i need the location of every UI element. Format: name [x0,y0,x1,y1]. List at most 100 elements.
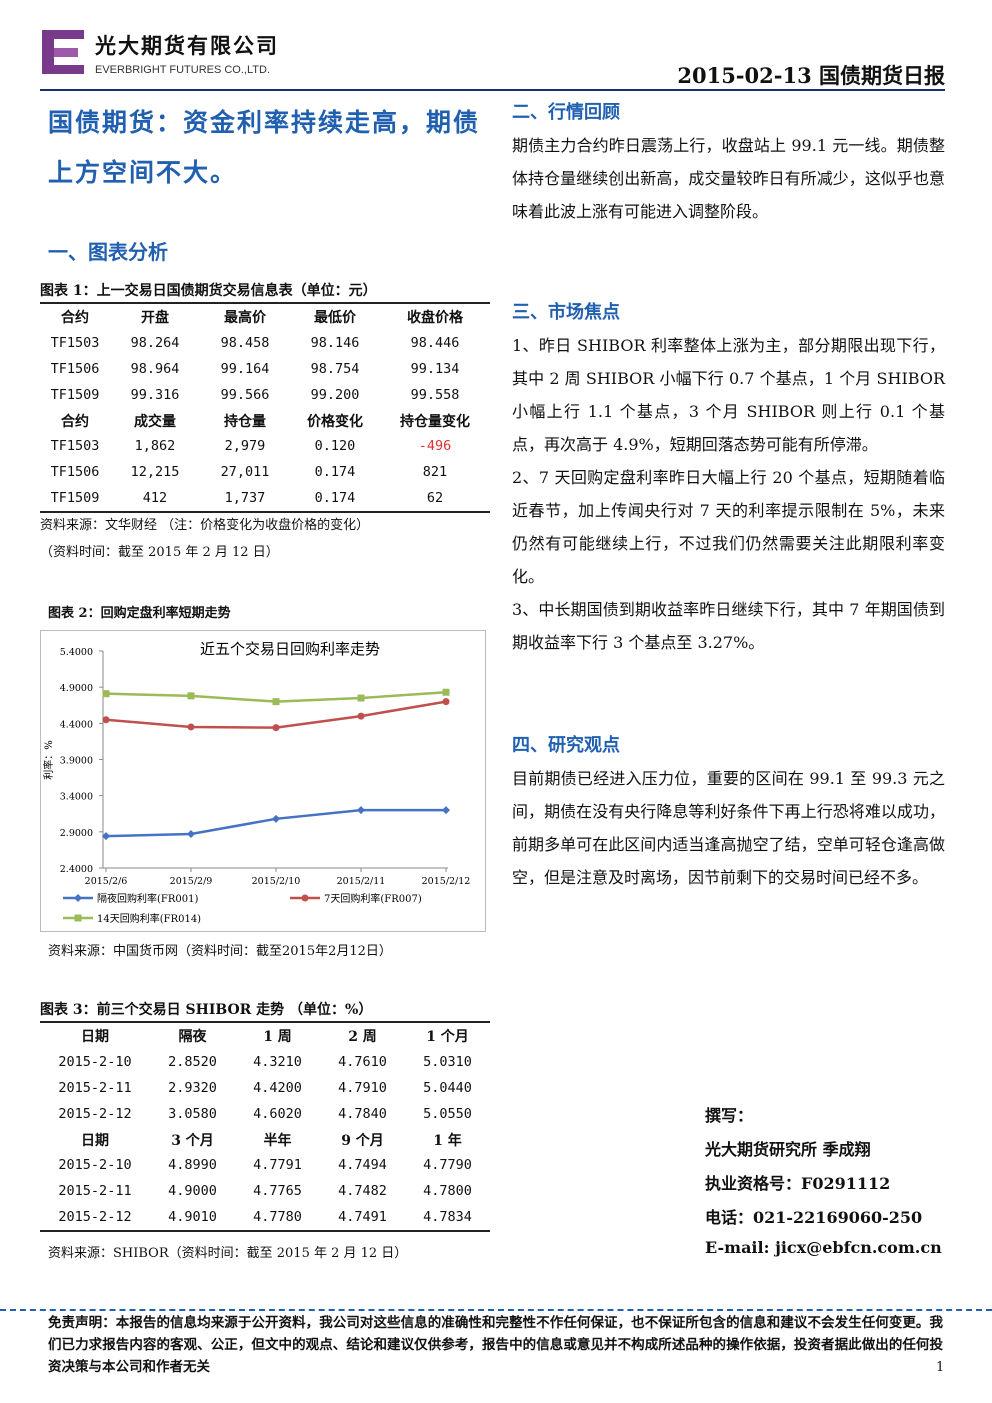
header-cell: 日期 [81,1132,109,1149]
table-cell: 2015-2-11 [58,1183,132,1200]
data-point [187,692,195,700]
table-cell: TF1506 [50,360,100,377]
y-tick-label: 2.9000 [60,828,93,839]
table-cell: 4.7840 [338,1105,387,1122]
section: 二、行情回顾 期债主力合约昨日震荡上行，收盘站上 99.1 元一线。期债整体持仓量… [512,96,945,228]
table-cell: 99.566 [220,386,270,403]
data-point [357,712,365,720]
table-row: TF1503 1,862 2,979 0.120 -496 [40,433,490,459]
table-cell: 821 [422,464,448,481]
header-cell: 9 个月 [341,1132,384,1149]
data-table: 日期 隔夜 1 周 2 周 1 个月 2015-2-10 2.8520 4.3210 4.761… [40,1021,490,1233]
author-line: 电话：021-22169060-250 [705,1208,923,1227]
table-cell: 4.7910 [338,1079,387,1096]
table-row: 2015-2-10 4.8990 4.7791 4.7494 4.7790 [40,1152,490,1178]
disclaimer: 免责声明：本报告的信息均来源于公开资料，我公司对这些信息的准确性和完整性不作任何… [48,1315,943,1375]
legend-marker [74,894,82,902]
table-cell: 4.9010 [168,1209,217,1226]
data-point [357,806,365,815]
header-cell: 持仓量 [224,413,266,430]
table-cell: 5.0550 [423,1105,472,1122]
header-cell: 1 个月 [426,1028,469,1045]
table-row: 2015-2-11 2.9320 4.4200 4.7910 5.0440 [40,1075,490,1101]
header-row: 合约 开盘 最高价 最低价 收盘价格 [40,303,490,330]
logo [42,30,84,74]
header-cell: 合约 [61,309,89,326]
table-cell: 4.7494 [338,1157,387,1174]
header-row: 合约 成交量 持仓量 价格变化 持仓量变化 [40,408,490,434]
table-cell: 4.7834 [423,1209,472,1226]
table-cell: 27,011 [220,464,270,481]
paragraph: 3、中长期国债到期收益率昨日继续下行，其中 7 年期国债到期收益率下行 3 个基… [512,600,945,652]
paragraph: 期债主力合约昨日震荡上行，收盘站上 99.1 元一线。期债整体持仓量继续创出新高… [512,136,945,221]
table-cell: 0.174 [314,464,356,481]
data-point [442,688,450,696]
table-cell: 2015-2-12 [58,1209,132,1226]
table-cell: 98.964 [130,360,180,377]
table-cell: 99.134 [410,360,460,377]
legend-marker [301,894,309,902]
table-cell: TF1503 [50,438,100,455]
legend-label: 14天回购利率(FR014) [97,912,201,925]
table-row: 2015-2-10 2.8520 4.3210 4.7610 5.0310 [40,1049,490,1075]
page-number: 1 [936,1360,945,1375]
section-title: 一、图表分析 [48,240,168,264]
table-cell: 4.7491 [338,1209,387,1226]
y-tick-label: 4.4000 [60,719,93,730]
series-line [105,808,446,838]
legend-label: 隔夜回购利率(FR001) [97,892,198,905]
header-cell: 开盘 [141,309,169,326]
series-line [105,700,447,729]
header-cell: 合约 [61,413,89,430]
company-name-en: EVERBRIGHT FUTURES CO.,LTD. [95,64,271,76]
y-tick-label: 4.9000 [60,683,93,694]
table-row: 2015-2-12 4.9010 4.7780 4.7491 4.7834 [40,1204,490,1231]
data-point [272,724,280,732]
table-cell: 4.7610 [338,1053,387,1070]
table-cell: 4.6020 [253,1105,302,1122]
header-cell: 2 周 [348,1028,377,1045]
table-cell: 62 [426,490,444,507]
table-caption: 图表 1：上一交易日国债期货交易信息表（单位：元） [40,283,377,299]
data-point [442,698,450,706]
y-tick-label: 2.4000 [60,864,93,875]
table-cell: 2015-2-10 [58,1157,132,1174]
table-cell: 3.0580 [168,1105,217,1122]
data-point [357,694,365,702]
data-table: 合约 开盘 最高价 最低价 收盘价格 TF1503 98.264 98.458 98.146 98… [40,302,490,514]
table-cell: TF1509 [50,490,100,507]
table-cell: 1,737 [224,490,266,507]
section-title: 三、市场焦点 [512,302,620,323]
header-cell: 日期 [81,1028,109,1045]
table-cell: 99.316 [130,386,180,403]
source-note: 资料来源：SHIBOR（资料时间：截至 2015 年 2 月 12 日） [48,1246,408,1261]
header-cell: 1 年 [433,1132,462,1149]
table-row: TF1506 12,215 27,011 0.174 821 [40,459,490,485]
table-cell: 4.7800 [423,1183,472,1200]
x-tick-label: 2015/2/11 [337,876,386,887]
legend-label: 7天回购利率(FR007) [324,892,422,905]
header-cell: 半年 [263,1132,292,1149]
header-row: 日期 3 个月 半年 9 个月 1 年 [40,1127,490,1153]
table-cell: 5.0310 [423,1053,472,1070]
data-point [187,723,195,731]
table-cell: 99.164 [220,360,270,377]
table-cell: 98.458 [220,334,270,351]
table-cell: 2015-2-10 [58,1053,132,1070]
paragraph: 1、昨日 SHIBOR 利率整体上涨为主，部分期限出现下行，其中 2 周 SHI… [512,336,945,454]
data-point [272,814,280,823]
table-cell: 99.200 [310,386,360,403]
header-cell: 最高价 [224,309,266,326]
y-axis-label: 利率：% [42,740,55,780]
table-body: 合约 开盘 最高价 最低价 收盘价格 TF1503 98.264 98.458 98.146 98… [40,303,490,512]
table-cell: 98.446 [410,334,460,351]
table-cell: 4.3210 [253,1053,302,1070]
table-cell: 2.8520 [168,1053,217,1070]
data-point [272,698,280,706]
table-cell: 4.7780 [253,1209,302,1226]
table-row: TF1509 99.316 99.566 99.200 99.558 [40,382,490,408]
table-cell: -496 [418,438,452,455]
table-row: TF1503 98.264 98.458 98.146 98.446 [40,330,490,356]
table-cell: TF1509 [50,386,100,403]
data-point [102,832,110,841]
